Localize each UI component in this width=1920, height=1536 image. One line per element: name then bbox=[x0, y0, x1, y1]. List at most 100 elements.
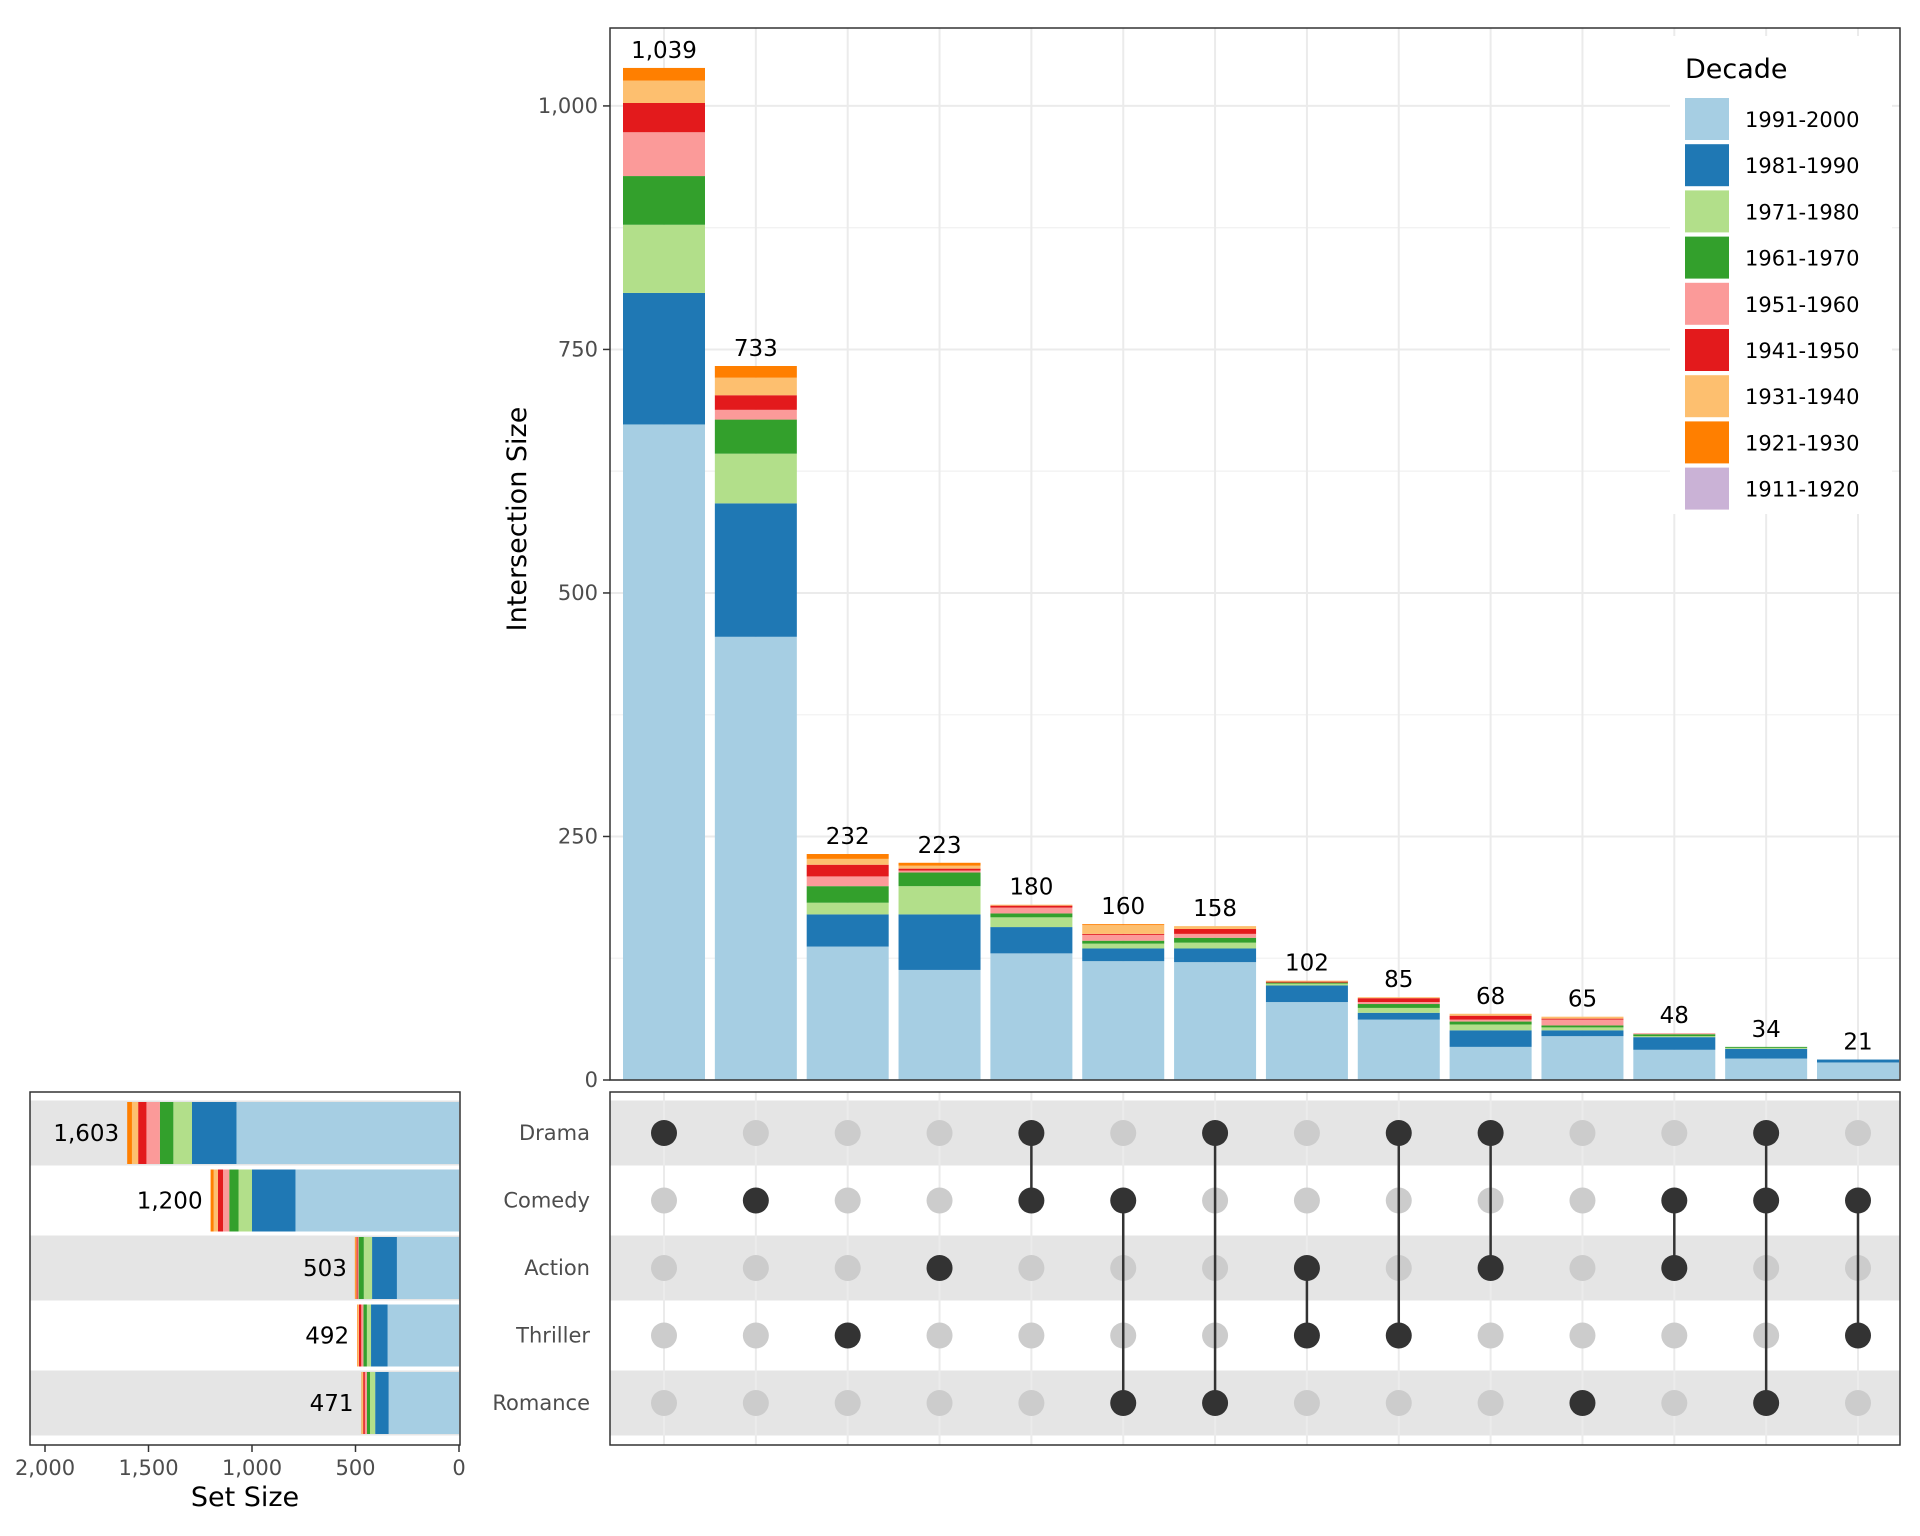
intersection-bar-segment bbox=[1174, 962, 1257, 1080]
intersection-bar-segment bbox=[1265, 982, 1348, 984]
intersection-bar-segment bbox=[898, 886, 981, 915]
intersection-bar-label: 158 bbox=[1193, 896, 1237, 922]
set-size-bar-segment bbox=[371, 1304, 388, 1367]
matrix-dot-inactive bbox=[742, 1390, 769, 1416]
set-size-bar-segment bbox=[159, 1102, 174, 1164]
legend-swatch bbox=[1685, 282, 1729, 325]
intersection-bar-segment bbox=[714, 366, 797, 378]
legend-label: 1981-1990 bbox=[1745, 154, 1859, 178]
x-tick-label: 0 bbox=[452, 1456, 465, 1480]
matrix-dot-active bbox=[1110, 1390, 1137, 1416]
x-tick-label: 500 bbox=[335, 1456, 375, 1480]
matrix-dot-active bbox=[1569, 1390, 1596, 1416]
matrix-dot-inactive bbox=[651, 1322, 677, 1349]
matrix-dot-inactive bbox=[834, 1390, 861, 1416]
intersection-bar-segment bbox=[806, 946, 889, 1080]
intersection-bar-segment bbox=[714, 377, 797, 396]
intersection-bar-label: 223 bbox=[918, 833, 962, 859]
matrix-dot-active bbox=[1753, 1187, 1780, 1214]
intersection-bar-label: 34 bbox=[1752, 1017, 1781, 1043]
set-size-bar-segment bbox=[388, 1372, 459, 1434]
set-size-bar-segment bbox=[217, 1169, 224, 1232]
intersection-bar-segment bbox=[714, 636, 797, 1080]
legend-label: 1911-1920 bbox=[1745, 478, 1859, 502]
matrix-dot-inactive bbox=[1110, 1120, 1137, 1146]
intersection-bar-segment bbox=[806, 858, 889, 865]
matrix-dot-inactive bbox=[742, 1120, 769, 1146]
legend-swatch bbox=[1685, 98, 1729, 140]
intersection-bar-label: 85 bbox=[1384, 967, 1413, 993]
set-size-bar-segment bbox=[361, 1372, 364, 1434]
intersection-bar-segment bbox=[1541, 1030, 1624, 1037]
matrix-dot-active bbox=[1753, 1120, 1780, 1146]
intersection-bar-label: 102 bbox=[1285, 951, 1329, 977]
matrix-dot-active bbox=[1753, 1390, 1780, 1416]
matrix-dot-active bbox=[1018, 1120, 1045, 1146]
intersection-bar-label: 733 bbox=[734, 336, 778, 362]
intersection-bar-segment bbox=[1265, 983, 1348, 986]
intersection-bar-segment bbox=[1357, 1007, 1440, 1013]
legend-label: 1961-1970 bbox=[1745, 247, 1859, 271]
legend-label: 1951-1960 bbox=[1745, 293, 1859, 317]
intersection-bar-segment bbox=[623, 176, 705, 225]
set-size-bar-segment bbox=[375, 1372, 389, 1434]
set-size-bar-segment bbox=[358, 1237, 364, 1299]
intersection-bar-segment bbox=[1357, 998, 1440, 1003]
set-size-label: 471 bbox=[310, 1391, 354, 1417]
set-size-bar-segment bbox=[173, 1102, 192, 1164]
x-tick-label: 1,500 bbox=[118, 1456, 178, 1480]
set-size-bar-segment bbox=[146, 1102, 160, 1164]
intersection-bar-segment bbox=[1082, 934, 1165, 941]
y-tick-label: 500 bbox=[558, 581, 598, 605]
set-size-bar-segment bbox=[355, 1237, 357, 1299]
intersection-bar-segment bbox=[714, 395, 797, 410]
matrix-dot-active bbox=[1845, 1187, 1871, 1214]
matrix-dot-inactive bbox=[926, 1390, 953, 1416]
intersection-bar-segment bbox=[1357, 997, 1440, 999]
set-size-bar-segment bbox=[387, 1304, 459, 1367]
matrix-dot-active bbox=[651, 1120, 677, 1146]
intersection-bar-segment bbox=[1633, 1037, 1716, 1050]
legend-swatch bbox=[1685, 375, 1729, 418]
set-size-bar-segment bbox=[223, 1169, 230, 1232]
matrix-dot-inactive bbox=[651, 1390, 677, 1416]
intersection-bar-label: 1,039 bbox=[631, 38, 697, 64]
set-size-bar-segment bbox=[238, 1169, 252, 1232]
intersection-bar-segment bbox=[990, 917, 1073, 928]
intersection-bar-segment bbox=[990, 913, 1073, 918]
set-size-bar-segment bbox=[363, 1237, 373, 1299]
intersection-bar-segment bbox=[1082, 961, 1165, 1080]
intersection-bar-segment bbox=[806, 914, 889, 947]
matrix-dot-inactive bbox=[834, 1255, 861, 1281]
intersection-bar-segment bbox=[806, 902, 889, 915]
legend-swatch bbox=[1685, 329, 1729, 371]
matrix-dot-inactive bbox=[651, 1187, 677, 1214]
row-stripe bbox=[610, 1235, 1900, 1301]
intersection-bar-segment bbox=[898, 872, 981, 887]
intersection-bar-segment bbox=[898, 862, 981, 866]
intersection-bar-segment bbox=[623, 132, 705, 177]
set-size-label: 492 bbox=[305, 1324, 349, 1350]
set-size-bar-segment bbox=[363, 1372, 365, 1434]
set-name-label: Romance bbox=[492, 1391, 590, 1415]
intersection-bar-segment bbox=[898, 865, 981, 869]
intersection-bar-segment bbox=[1817, 1062, 1899, 1080]
intersection-bar-segment bbox=[990, 905, 1073, 908]
matrix-dot-inactive bbox=[1661, 1120, 1688, 1146]
y-tick-label: 750 bbox=[558, 337, 598, 361]
intersection-bar-segment bbox=[1633, 1033, 1716, 1035]
set-name-label: Drama bbox=[519, 1121, 590, 1145]
intersection-bar-segment bbox=[1174, 942, 1257, 949]
set-size-bar-segment bbox=[361, 1304, 364, 1367]
intersection-bar-segment bbox=[1265, 981, 1348, 983]
set-size-label: 503 bbox=[303, 1256, 347, 1282]
legend-label: 1921-1930 bbox=[1745, 431, 1859, 455]
x-axis-title: Set Size bbox=[191, 1482, 299, 1513]
matrix-dot-active bbox=[1661, 1187, 1688, 1214]
intersection-bar-segment bbox=[1174, 929, 1257, 934]
intersection-bar-segment bbox=[990, 953, 1073, 1080]
intersection-bar-segment bbox=[1265, 985, 1348, 1003]
intersection-bar-segment bbox=[1817, 1059, 1899, 1063]
decade-legend: Decade 1991-2000 1981-1990 1971-1980 1961-19… bbox=[1670, 36, 1892, 514]
intersection-bar-segment bbox=[1449, 1024, 1532, 1031]
